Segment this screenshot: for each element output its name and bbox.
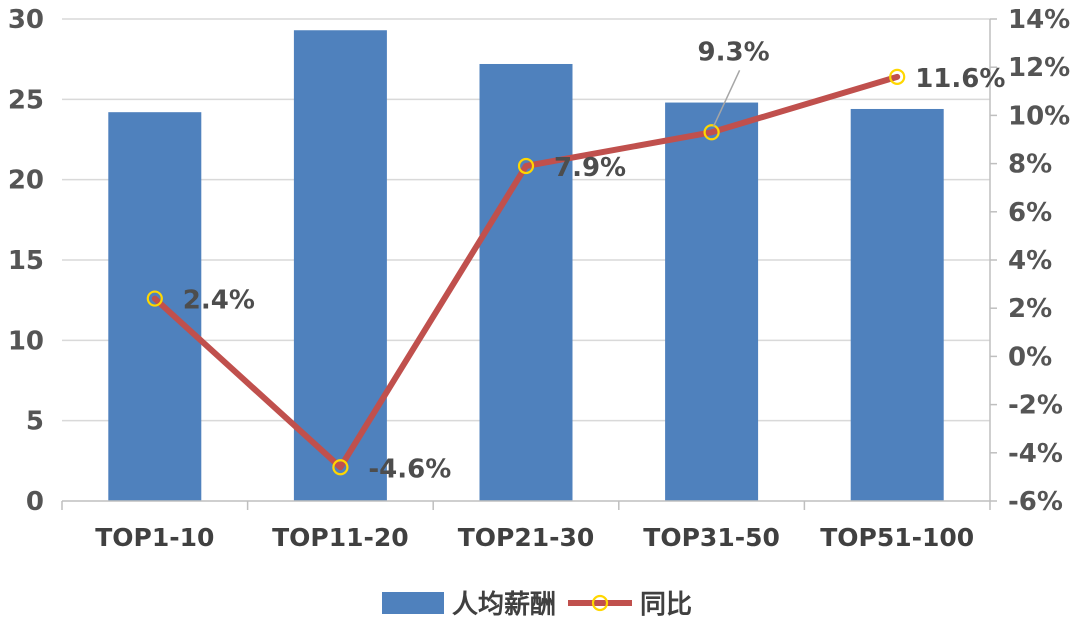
y-right-tick-label: 8% bbox=[1008, 150, 1052, 180]
y-left-tick-label: 15 bbox=[8, 246, 44, 276]
y-right-tick-label: -2% bbox=[1008, 391, 1063, 421]
x-tick-label: TOP31-50 bbox=[643, 523, 780, 552]
y-left-tick-label: 20 bbox=[8, 166, 44, 196]
line-series bbox=[146, 68, 906, 476]
data-label: 7.9% bbox=[554, 153, 626, 183]
line-point bbox=[146, 290, 163, 307]
legend-label: 同比 bbox=[640, 590, 692, 620]
legend-swatch-marker bbox=[591, 594, 609, 612]
legend-swatch-bar bbox=[382, 592, 444, 614]
data-label: 11.6% bbox=[915, 64, 1005, 94]
y-right-tick-label: 12% bbox=[1008, 53, 1070, 83]
bar-series bbox=[108, 30, 944, 502]
y-right-tick-label: 10% bbox=[1008, 101, 1070, 131]
x-tick-label: TOP51-100 bbox=[820, 523, 974, 552]
y-right-tick-label: 0% bbox=[1008, 342, 1052, 372]
y-right-tick-label: 4% bbox=[1008, 246, 1052, 276]
y-left-tick-label: 10 bbox=[8, 326, 44, 356]
line-point bbox=[889, 68, 906, 85]
y-right-tick-label: -4% bbox=[1008, 439, 1063, 469]
bar bbox=[665, 102, 759, 502]
y-right-tick-label: 2% bbox=[1008, 294, 1052, 324]
x-tick-label: TOP21-30 bbox=[458, 523, 595, 552]
data-labels: 2.4% -4.6% 7.9% 9.3% 11.6% bbox=[183, 37, 1006, 484]
y-left-tick-label: 30 bbox=[8, 5, 44, 35]
y-right-tick-label: 14% bbox=[1008, 5, 1070, 35]
y-left-tick-label: 25 bbox=[8, 85, 44, 115]
data-label: 2.4% bbox=[183, 286, 255, 316]
line-point bbox=[517, 157, 535, 175]
bar bbox=[479, 63, 573, 502]
line-path bbox=[151, 73, 901, 471]
y-right-tick-label: -6% bbox=[1008, 487, 1063, 517]
data-label: 9.3% bbox=[698, 37, 770, 67]
data-label-leader bbox=[712, 69, 741, 127]
y-left-tick-label: 5 bbox=[26, 407, 44, 437]
y-left-tick-label: 0 bbox=[26, 487, 44, 517]
data-label: -4.6% bbox=[368, 454, 451, 484]
y-right-tick-label: 6% bbox=[1008, 198, 1052, 228]
x-tick-label: TOP1-10 bbox=[95, 523, 214, 552]
legend: 人均薪酬 同比 bbox=[382, 590, 692, 620]
axes: 0 5 10 15 20 25 30 -6% -4% -2% 0% 2% 4% 6% 8% 10% 12% 14%… bbox=[8, 5, 1070, 552]
bar bbox=[850, 108, 944, 502]
legend-label: 人均薪酬 bbox=[452, 590, 556, 620]
line-point bbox=[703, 124, 720, 141]
x-tick-label: TOP11-20 bbox=[272, 523, 409, 552]
bar bbox=[293, 30, 387, 501]
line-point bbox=[332, 459, 349, 476]
